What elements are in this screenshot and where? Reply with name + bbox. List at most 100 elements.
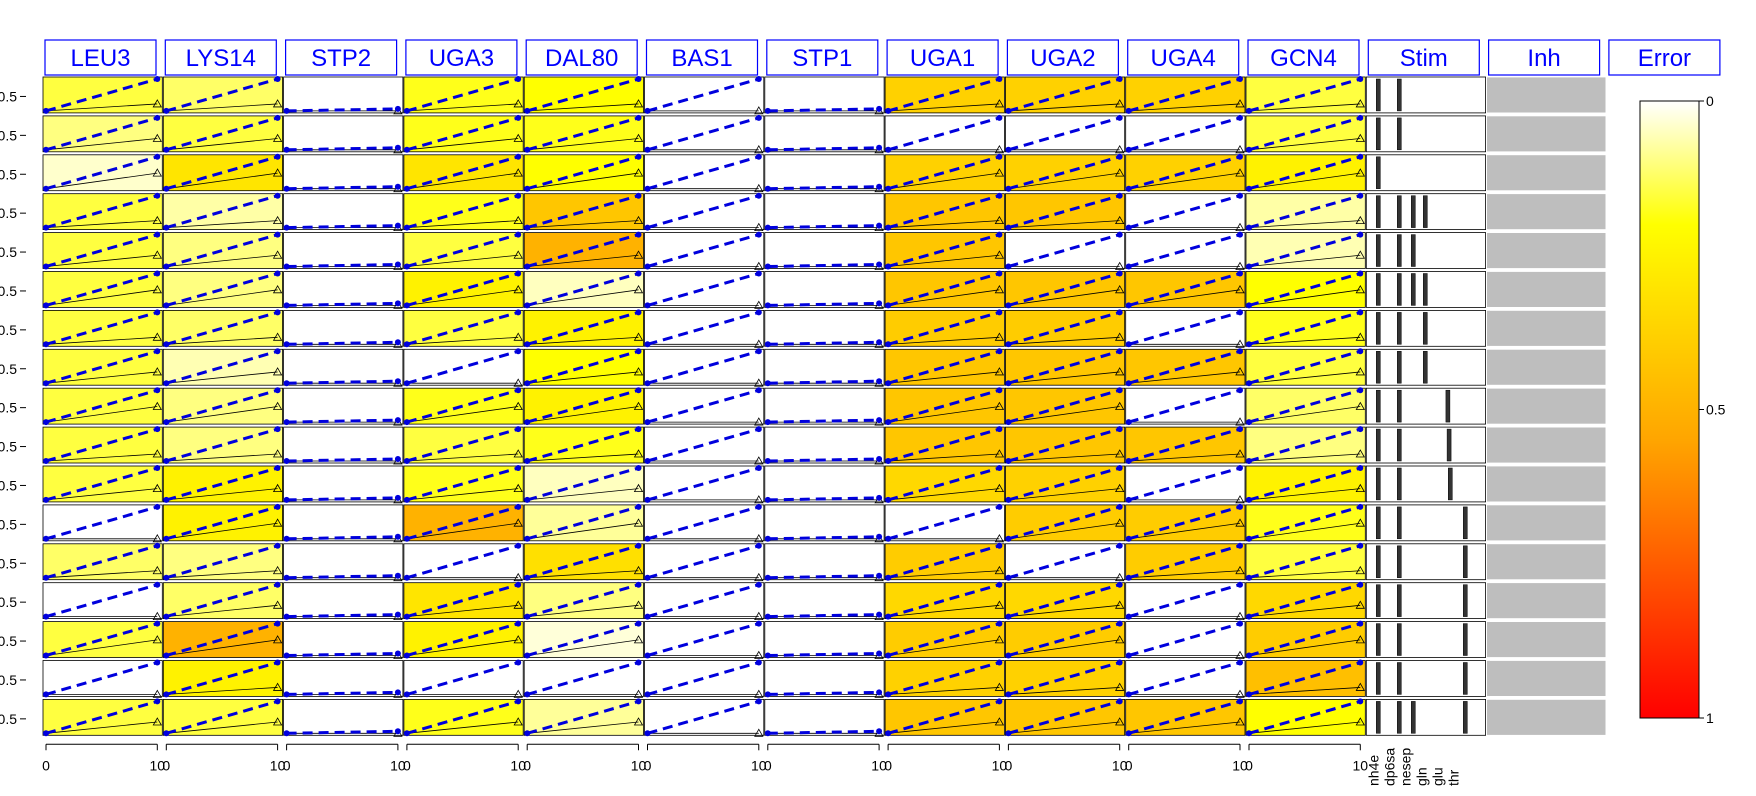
cell-uga3-12 [403, 542, 524, 582]
cell-lys14-6 [162, 309, 284, 348]
cell-uga2-4 [1005, 231, 1126, 270]
cell-leu3-16 [42, 698, 163, 737]
cell-uga1-4 [884, 231, 1005, 270]
cell-stp2-15 [283, 660, 404, 698]
stim-row-2 [1365, 154, 1487, 192]
cell-leu3-2 [42, 153, 163, 192]
cell-bas1-2 [644, 153, 765, 193]
x-axis-gcn4: 0 10 [1245, 743, 1368, 773]
cell-stp2-3 [283, 193, 404, 231]
cell-uga2-3 [1005, 192, 1126, 231]
cell-gcn4-0 [1245, 76, 1366, 114]
x-tick-label: 0 [403, 757, 411, 773]
cell-bas1-6 [644, 309, 765, 348]
x-tick-label: 10 [751, 757, 767, 773]
cell-uga3-7 [403, 348, 524, 387]
cell-uga3-6 [403, 309, 524, 348]
stim-label: nh4e [1365, 755, 1381, 786]
cell-gcn4-4 [1245, 231, 1366, 270]
y-axis-tick-labels: 0.5 0.5 0.5 0.5 0.5 0.5 0.5 0.5 0.5 0.5 0.5 0.5 0.5 0… [0, 88, 26, 727]
x-axis-stp2: 0 10 [283, 743, 406, 773]
cell-uga4-12 [1125, 542, 1246, 581]
cell-uga4-9 [1125, 426, 1246, 464]
cell-stp1-15 [764, 660, 885, 698]
cell-stp1-1 [764, 115, 885, 154]
y-tick-label: 0.5 [0, 594, 17, 610]
cell-uga4-6 [1125, 309, 1246, 348]
cell-leu3-13 [42, 581, 163, 620]
header-stp1: STP1 [766, 39, 879, 76]
cell-stp2-2 [283, 154, 404, 193]
cell-leu3-12 [42, 542, 163, 581]
colorbar-tick-label: 0 [1706, 93, 1714, 109]
colorbar-tick-label: 0.5 [1706, 402, 1726, 418]
x-axes: 0 100 100 100 100 100 100 100 100 100 100 10 [42, 743, 1368, 773]
cell-dal80-9 [523, 426, 644, 464]
inh-column [1486, 76, 1607, 736]
header-uga1: UGA1 [886, 39, 999, 76]
cell-bas1-4 [644, 231, 765, 270]
cell-bas1-8 [644, 387, 765, 426]
header-stp2: STP2 [285, 39, 398, 76]
cell-lys14-9 [162, 426, 284, 464]
cell-gcn4-14 [1245, 620, 1366, 659]
x-tick-label: 0 [644, 757, 652, 773]
y-tick-label: 0.5 [0, 361, 17, 377]
cell-uga3-5 [403, 270, 524, 309]
cell-gcn4-11 [1245, 503, 1366, 542]
stim-row-4 [1365, 232, 1487, 269]
colorbar-tick-label: 1 [1706, 710, 1714, 726]
cell-gcn4-9 [1245, 426, 1366, 464]
cell-dal80-8 [523, 387, 644, 426]
header-dal80: DAL80 [525, 39, 638, 76]
cell-stp1-2 [764, 154, 885, 193]
cell-uga2-16 [1005, 698, 1126, 737]
stim-row-11 [1365, 504, 1487, 542]
cell-uga3-11 [403, 503, 524, 542]
cell-dal80-11 [523, 503, 644, 542]
cell-uga4-15 [1125, 659, 1246, 698]
cell-uga4-1 [1125, 114, 1246, 154]
cell-bas1-3 [644, 192, 765, 231]
stim-row-5 [1365, 271, 1487, 308]
x-axis-leu3: 0 10 [42, 743, 165, 773]
cell-uga4-4 [1125, 231, 1246, 270]
x-tick-label: 10 [1232, 757, 1248, 773]
cell-lys14-10 [162, 465, 284, 503]
cell-stp2-7 [283, 348, 404, 387]
cell-leu3-15 [42, 659, 163, 698]
cell-leu3-11 [42, 503, 163, 543]
cell-dal80-16 [523, 698, 644, 737]
x-tick-label: 0 [42, 757, 50, 773]
cell-uga2-5 [1005, 270, 1126, 309]
header-label: BAS1 [671, 45, 732, 72]
y-tick-label: 0.5 [0, 711, 17, 727]
cell-lys14-13 [162, 581, 284, 620]
stim-row-13 [1365, 582, 1487, 620]
stim-label: gln [1413, 767, 1429, 786]
x-tick-label: 10 [631, 757, 647, 773]
cell-gcn4-13 [1245, 581, 1366, 620]
cell-dal80-12 [523, 542, 644, 581]
cell-lys14-2 [162, 153, 284, 192]
cell-dal80-5 [523, 270, 644, 309]
cell-stp2-1 [283, 115, 404, 154]
cell-uga3-14 [403, 620, 524, 659]
cell-uga1-13 [884, 581, 1005, 620]
cell-stp1-8 [764, 387, 885, 426]
x-tick-label: 10 [390, 757, 406, 773]
cell-lys14-5 [162, 270, 284, 309]
header-label: UGA4 [1151, 45, 1216, 72]
cell-dal80-7 [523, 348, 644, 387]
y-tick-label: 0.5 [0, 477, 17, 493]
cell-gcn4-10 [1245, 465, 1366, 503]
inh-cell [1486, 504, 1607, 542]
x-tick-label: 0 [764, 757, 772, 773]
header-label: UGA3 [429, 45, 494, 72]
x-tick-label: 10 [1112, 757, 1128, 773]
stim-label: nesep [1397, 748, 1413, 786]
stim-label: dp6sa [1381, 748, 1397, 786]
stim-row-0 [1365, 76, 1487, 114]
y-tick-label: 0.5 [0, 244, 17, 260]
